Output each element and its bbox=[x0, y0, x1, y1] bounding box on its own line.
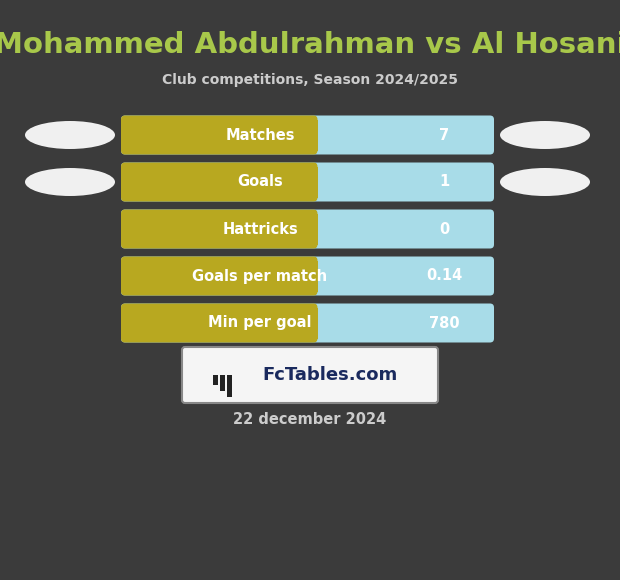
Text: Mohammed Abdulrahman vs Al Hosani: Mohammed Abdulrahman vs Al Hosani bbox=[0, 31, 620, 59]
Text: Min per goal: Min per goal bbox=[208, 316, 312, 331]
Bar bbox=[220, 375, 225, 391]
FancyBboxPatch shape bbox=[121, 303, 317, 343]
Bar bbox=[308, 119, 317, 150]
Bar bbox=[227, 375, 232, 397]
Text: FcTables.com: FcTables.com bbox=[262, 366, 397, 384]
Text: 7: 7 bbox=[440, 128, 450, 143]
Text: Goals per match: Goals per match bbox=[192, 269, 327, 284]
Bar bbox=[308, 307, 317, 339]
Text: Hattricks: Hattricks bbox=[222, 222, 298, 237]
FancyBboxPatch shape bbox=[121, 162, 317, 201]
FancyBboxPatch shape bbox=[121, 209, 317, 248]
Text: 1: 1 bbox=[439, 175, 450, 190]
Text: Club competitions, Season 2024/2025: Club competitions, Season 2024/2025 bbox=[162, 73, 458, 87]
Ellipse shape bbox=[25, 168, 115, 196]
Text: 0.14: 0.14 bbox=[427, 269, 463, 284]
FancyBboxPatch shape bbox=[121, 115, 317, 154]
Text: 0: 0 bbox=[439, 222, 450, 237]
Bar bbox=[308, 213, 317, 245]
FancyBboxPatch shape bbox=[121, 256, 494, 295]
FancyBboxPatch shape bbox=[121, 115, 494, 154]
Text: 780: 780 bbox=[429, 316, 459, 331]
FancyBboxPatch shape bbox=[121, 162, 494, 201]
Bar bbox=[213, 375, 218, 385]
Ellipse shape bbox=[25, 121, 115, 149]
FancyBboxPatch shape bbox=[182, 347, 438, 403]
Bar bbox=[308, 260, 317, 292]
Ellipse shape bbox=[500, 121, 590, 149]
Text: 22 december 2024: 22 december 2024 bbox=[233, 412, 387, 427]
Bar bbox=[308, 166, 317, 198]
Text: Goals: Goals bbox=[237, 175, 283, 190]
Ellipse shape bbox=[500, 168, 590, 196]
FancyBboxPatch shape bbox=[121, 256, 317, 295]
Text: Matches: Matches bbox=[225, 128, 294, 143]
FancyBboxPatch shape bbox=[121, 209, 494, 248]
FancyBboxPatch shape bbox=[121, 303, 494, 343]
